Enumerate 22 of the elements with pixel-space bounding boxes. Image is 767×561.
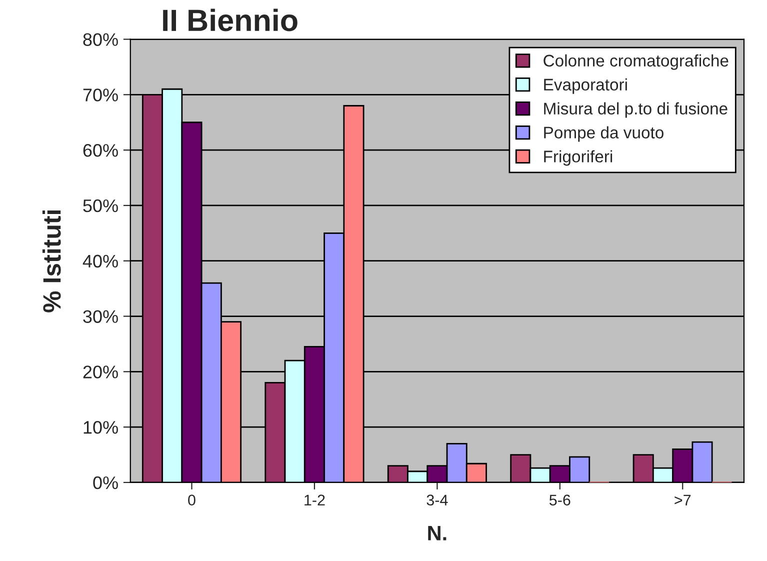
x-tick-label: 3-4: [426, 494, 448, 506]
legend-label: Colonne cromatografiche: [544, 54, 728, 70]
y-tick-label: 20%: [83, 366, 118, 378]
y-tick-label: 0%: [93, 476, 118, 490]
x-tick-label: 1-2: [304, 494, 325, 506]
legend-label: Pompe da vuoto: [544, 126, 664, 142]
x-tick-label: 5-6: [549, 494, 570, 506]
x-tick-label: >7: [674, 494, 691, 506]
y-axis-title: % Istituti: [42, 210, 61, 312]
y-tick-label: 80%: [83, 33, 118, 46]
y-tick-label: 40%: [82, 254, 118, 268]
legend-label: Evaporatori: [544, 78, 627, 94]
x-axis-title: N.: [428, 526, 446, 540]
y-tick-label: 60%: [83, 144, 118, 157]
legend-label: Frigoriferi: [544, 150, 612, 166]
y-tick-label: 10%: [84, 420, 118, 434]
y-tick-label: 50%: [83, 199, 118, 212]
y-tick-label: 70%: [83, 88, 118, 102]
y-tick-label: 30%: [83, 310, 118, 323]
legend-label: Misura del p.to di fusione: [544, 102, 728, 118]
x-tick-label: 0: [188, 494, 196, 506]
chart-title: II Biennio: [163, 8, 298, 32]
